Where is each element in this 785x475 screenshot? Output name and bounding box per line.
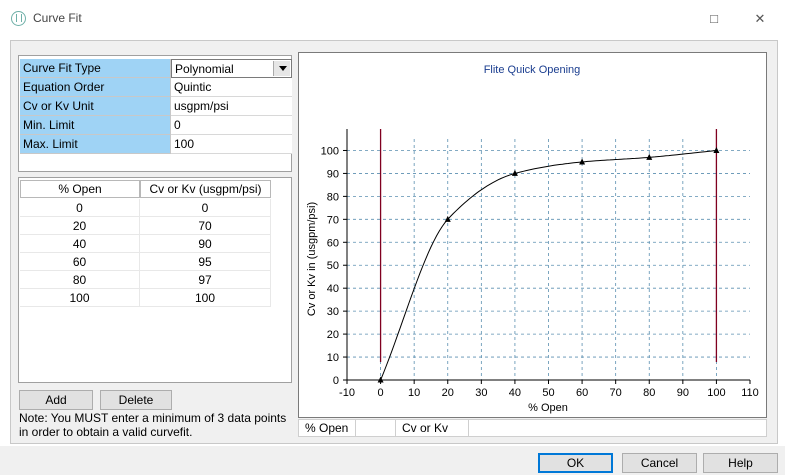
y-tick-label: 20 <box>327 329 339 341</box>
y-tick-label: 30 <box>327 306 339 318</box>
equation-order-field[interactable]: Quintic <box>171 78 292 97</box>
cell-open[interactable]: 0 <box>20 199 140 217</box>
y-tick-label: 70 <box>327 214 339 226</box>
y-tick-label: 100 <box>321 145 339 157</box>
delete-button[interactable]: Delete <box>100 390 172 410</box>
max-limit-field[interactable]: 100 <box>171 135 292 154</box>
x-tick-label: 90 <box>677 387 689 399</box>
cell-cv[interactable]: 90 <box>140 235 271 253</box>
property-row-equation-order: Equation Order Quintic <box>20 78 292 97</box>
strip-open-label: % Open <box>299 420 356 437</box>
y-tick-label: 40 <box>327 283 339 295</box>
property-row-curve-fit-type: Curve Fit Type Polynomial <box>20 59 292 78</box>
property-label: Max. Limit <box>20 135 171 154</box>
curve-chart: -10 0 10 20 30 40 50 60 70 80 90 100 110010203040506… <box>306 64 759 414</box>
chevron-down-icon[interactable] <box>273 61 290 76</box>
maximize-button[interactable]: □ <box>710 11 718 26</box>
cell-open[interactable]: 20 <box>20 217 140 235</box>
cell-cv[interactable]: 70 <box>140 217 271 235</box>
y-axis-label: Cv or Kv in (usgpm/psi) <box>306 202 318 316</box>
chart-panel: -10 0 10 20 30 40 50 60 70 80 90 100 110 0 10 20 30 40 50 6… <box>298 52 767 418</box>
property-label: Min. Limit <box>20 116 171 135</box>
data-point-marker <box>646 153 653 160</box>
cell-open[interactable]: 80 <box>20 271 140 289</box>
add-button[interactable]: Add <box>19 390 93 410</box>
y-tick-label: 90 <box>327 168 339 180</box>
curve-fit-type-value: Polynomial <box>175 62 234 76</box>
x-tick-label: 30 <box>475 387 487 399</box>
help-button[interactable]: Help <box>703 453 778 473</box>
data-point-marker <box>713 146 720 153</box>
cell-cv[interactable]: 95 <box>140 253 271 271</box>
chart-data-strip: % Open Cv or Kv <box>298 419 767 437</box>
x-tick-label: 20 <box>442 387 454 399</box>
strip-spacer <box>356 420 396 437</box>
minimum-points-note: Note: You MUST enter a minimum of 3 data… <box>19 411 287 439</box>
x-tick-label: 10 <box>408 387 420 399</box>
x-axis-label: % Open <box>528 402 568 414</box>
ok-button[interactable]: OK <box>538 453 613 473</box>
data-point-marker <box>377 376 384 383</box>
property-label: Curve Fit Type <box>20 59 171 78</box>
y-tick-label: 0 <box>333 375 339 387</box>
min-limit-field[interactable]: 0 <box>171 116 292 135</box>
strip-cv-label: Cv or Kv <box>396 420 469 437</box>
fitted-curve-line <box>380 150 717 381</box>
y-tick-label: 80 <box>327 191 339 203</box>
cell-cv[interactable]: 0 <box>140 199 271 217</box>
cell-cv[interactable]: 97 <box>140 271 271 289</box>
property-row-max-limit: Max. Limit 100 <box>20 135 292 154</box>
properties-grid: Curve Fit Type Polynomial Equation Order… <box>18 55 292 172</box>
column-header-cv[interactable]: Cv or Kv (usgpm/psi) <box>140 180 271 198</box>
x-tick-label: 100 <box>707 387 725 399</box>
x-tick-label: 110 <box>741 387 759 399</box>
y-tick-label: 50 <box>327 260 339 272</box>
x-tick-label: 40 <box>509 387 521 399</box>
close-button[interactable]: ✕ <box>754 11 766 26</box>
data-points-grid: % Open Cv or Kv (usgpm/psi) 0 0 20 70 40… <box>18 177 292 383</box>
x-tick-label: 80 <box>643 387 655 399</box>
property-label: Cv or Kv Unit <box>20 97 171 116</box>
property-row-unit: Cv or Kv Unit usgpm/psi <box>20 97 292 116</box>
x-tick-label: 70 <box>610 387 622 399</box>
button-bar: OK Cancel Help <box>0 446 785 475</box>
y-tick-label: 60 <box>327 237 339 249</box>
x-tick-label: 50 <box>542 387 554 399</box>
chart-title: Flite Quick Opening <box>484 64 581 76</box>
x-tick-label: -10 <box>339 387 355 399</box>
cancel-button[interactable]: Cancel <box>622 453 697 473</box>
app-logo-icon <box>11 11 26 26</box>
title-bar: Curve Fit □ ✕ <box>0 0 785 38</box>
unit-field[interactable]: usgpm/psi <box>171 97 292 116</box>
data-point-marker <box>579 158 586 165</box>
column-header-open[interactable]: % Open <box>20 180 140 198</box>
x-tick-label: 0 <box>378 387 384 399</box>
y-tick-label: 10 <box>327 352 339 364</box>
cell-open[interactable]: 60 <box>20 253 140 271</box>
cell-open[interactable]: 100 <box>20 289 140 307</box>
cell-open[interactable]: 40 <box>20 235 140 253</box>
curve-fit-type-select[interactable]: Polynomial <box>171 59 292 78</box>
property-label: Equation Order <box>20 78 171 97</box>
cell-cv[interactable]: 100 <box>140 289 271 307</box>
data-point-marker <box>511 169 518 176</box>
property-row-min-limit: Min. Limit 0 <box>20 116 292 135</box>
x-tick-label: 60 <box>576 387 588 399</box>
window-title: Curve Fit <box>33 11 82 25</box>
data-point-marker <box>444 215 451 222</box>
